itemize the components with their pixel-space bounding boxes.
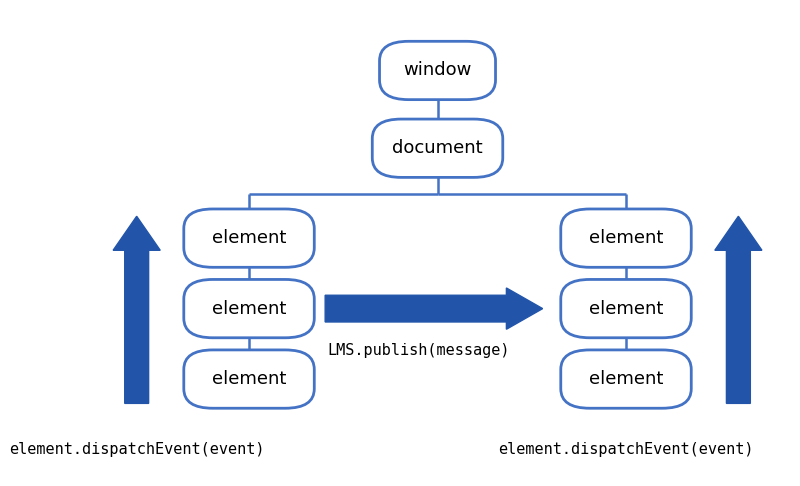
Text: element: element [589,370,663,388]
Text: element.dispatchEvent(event): element.dispatchEvent(event) [9,442,265,457]
FancyBboxPatch shape [561,279,691,338]
Text: document: document [392,139,483,157]
Text: window: window [403,61,472,80]
Text: element: element [212,229,286,247]
Text: LMS.publish(message): LMS.publish(message) [327,343,510,358]
FancyBboxPatch shape [561,209,691,267]
Text: element: element [212,299,286,318]
FancyBboxPatch shape [372,119,502,177]
FancyBboxPatch shape [561,350,691,408]
FancyArrow shape [715,216,762,403]
Text: element: element [589,229,663,247]
FancyBboxPatch shape [379,41,495,100]
Text: element.dispatchEvent(event): element.dispatchEvent(event) [498,442,754,457]
FancyBboxPatch shape [184,279,314,338]
Text: element: element [589,299,663,318]
FancyBboxPatch shape [184,209,314,267]
Text: element: element [212,370,286,388]
FancyArrow shape [113,216,160,403]
FancyBboxPatch shape [184,350,314,408]
FancyArrow shape [325,288,542,330]
